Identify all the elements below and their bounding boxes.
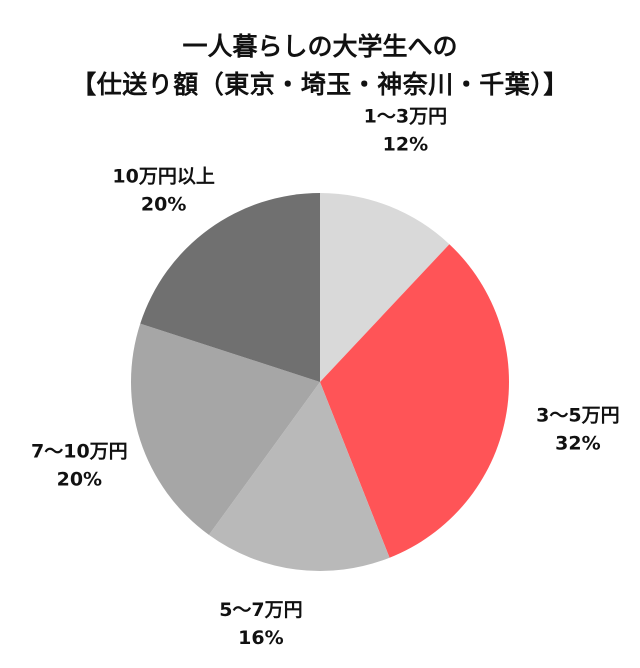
- slice-value-label: 12%: [383, 133, 428, 155]
- pie-slice: [320, 193, 450, 382]
- slice-value-label: 32%: [555, 432, 600, 454]
- chart-subtitle: 【仕送り額（東京・埼玉・神奈川・千葉）】: [71, 70, 569, 99]
- pie-slice: [140, 193, 320, 382]
- slice-category-label: 1〜3万円: [364, 105, 447, 127]
- slice-category-label: 10万円以上: [112, 165, 214, 187]
- pie-slice: [131, 323, 320, 535]
- pie-slice: [208, 382, 390, 571]
- slice-category-label: 3〜5万円: [536, 404, 619, 426]
- pie-slices: [131, 193, 510, 571]
- pie-slice: [320, 244, 510, 558]
- slice-value-label: 16%: [238, 627, 283, 649]
- chart-title: 一人暮らしの大学生への: [182, 32, 458, 61]
- slice-category-label: 7〜10万円: [31, 441, 128, 463]
- slice-value-label: 20%: [141, 193, 186, 215]
- slice-category-label: 5〜7万円: [219, 599, 302, 621]
- slice-value-label: 20%: [57, 469, 102, 491]
- pie-labels: 1〜3万円 12% 3〜5万円 32% 5〜7万円 16% 7〜10万円 20% 10万円以上 2…: [31, 105, 620, 649]
